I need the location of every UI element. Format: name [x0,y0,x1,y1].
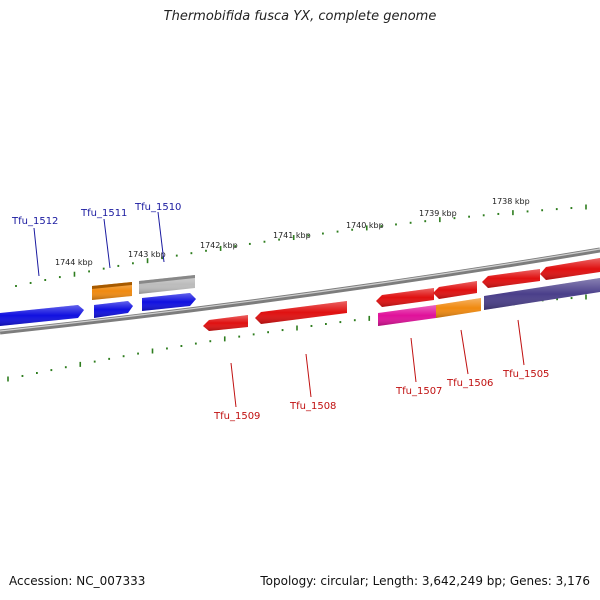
gene-tfu-1510[interactable] [142,293,196,311]
genome-summary-text: Topology: circular; Length: 3,642,249 bp… [260,574,590,588]
label-tfu-1506: Tfu_1506 [446,378,493,389]
gene-grey[interactable] [139,275,195,294]
gene-tfu-1512[interactable] [0,305,84,326]
label-tfu-1512: Tfu_1512 [11,216,58,227]
label-tfu-1509: Tfu_1509 [213,411,260,422]
forward-labels: Tfu_1512 Tfu_1511 Tfu_1510 [11,202,181,277]
label-tfu-1508: Tfu_1508 [289,401,336,412]
gene-tfu-1508[interactable] [255,301,347,324]
outer-tick-row [15,204,587,287]
gene-red-upper-3[interactable] [482,269,540,288]
accession-text: Accession: NC_007333 [9,574,146,588]
label-tfu-1505: Tfu_1505 [502,369,549,380]
gene-red-upper-4[interactable] [540,258,600,280]
scale-label-1742: 1742 kbp [200,241,238,250]
reverse-labels: Tfu_1509 Tfu_1508 Tfu_1507 Tfu_1506 Tfu_… [213,319,549,422]
reverse-genes [203,258,600,331]
scale-label-1744: 1744 kbp [55,258,93,267]
gene-tfu-1509[interactable] [203,315,248,331]
scale-label-1743: 1743 kbp [128,250,166,259]
map-title: Thermobifida fusca YX, complete genome [163,9,437,24]
label-tfu-1510: Tfu_1510 [134,202,181,213]
gene-red-upper-2[interactable] [433,281,477,299]
label-tfu-1507: Tfu_1507 [395,386,442,397]
scale-label-1738: 1738 kbp [492,197,530,206]
gene-tfu-1506[interactable] [436,298,481,318]
gene-tfu-1507[interactable] [378,305,436,326]
scale-label-1741: 1741 kbp [273,231,311,240]
label-tfu-1511: Tfu_1511 [80,208,127,219]
gene-tfu-1511-orange[interactable] [92,282,132,300]
gene-red-upper-1[interactable] [376,288,434,307]
gene-tfu-1511[interactable] [94,301,133,318]
genome-backbone [0,247,600,335]
scale-label-1740: 1740 kbp [346,221,384,230]
gene-tfu-1505[interactable] [484,278,600,310]
forward-genes [0,275,196,326]
scale-labels: 1744 kbp 1743 kbp 1742 kbp 1741 kbp 1740… [55,197,530,267]
scale-label-1739: 1739 kbp [419,209,457,218]
